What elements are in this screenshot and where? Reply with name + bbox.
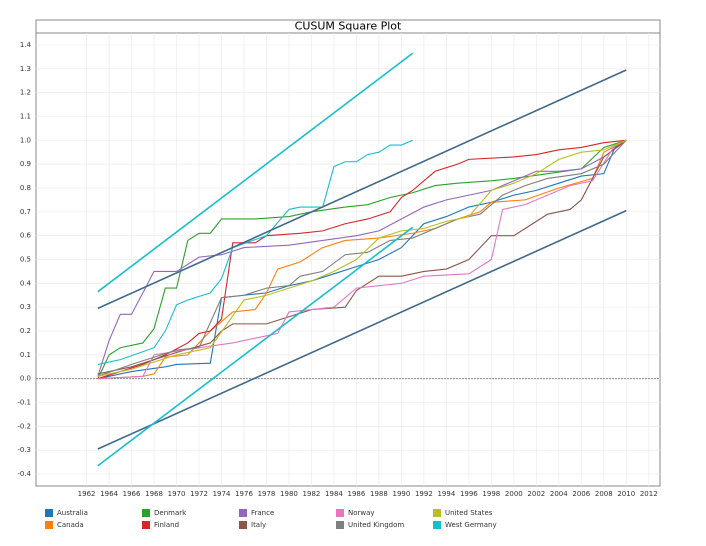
series-line [97, 139, 627, 377]
legend-item: Norway [336, 509, 375, 517]
legend-swatch [239, 521, 247, 529]
bound-line [97, 226, 414, 467]
y-tick-label: -0.1 [17, 399, 31, 407]
y-tick-label: 0.9 [20, 160, 31, 168]
y-tick-label: -0.2 [17, 422, 31, 430]
y-tick-label: 1.2 [20, 89, 31, 97]
x-tick-label: 1980 [280, 490, 298, 498]
legend-label: West Germany [445, 521, 497, 529]
bound-line [97, 69, 627, 310]
y-tick-label: 0.3 [20, 303, 31, 311]
legend-swatch [45, 521, 53, 529]
legend-item: France [239, 509, 274, 517]
plot-frame [35, 19, 661, 487]
x-tick-label: 2010 [617, 490, 635, 498]
legend-label: Italy [251, 521, 266, 529]
y-tick-label: 0.8 [20, 184, 31, 192]
y-tick-label: 0.2 [20, 327, 31, 335]
x-tick-label: 1986 [348, 490, 366, 498]
series-line [97, 139, 627, 380]
legend-swatch [336, 509, 344, 517]
legend-label: Australia [57, 509, 88, 517]
x-tick-label: 1970 [168, 490, 186, 498]
x-tick-label: 2006 [572, 490, 590, 498]
legend-label: Norway [348, 509, 375, 517]
legend-label: Denmark [154, 509, 187, 517]
legend-item: Finland [142, 521, 179, 529]
x-tick-label: 1988 [370, 490, 388, 498]
y-tick-label: 1.3 [20, 65, 31, 73]
series-line [97, 139, 413, 365]
x-tick-label: 1976 [235, 490, 253, 498]
legend-swatch [433, 521, 441, 529]
x-tick-label: 1966 [123, 490, 141, 498]
legend-item: Canada [45, 521, 84, 529]
y-tick-label: -0.4 [17, 470, 31, 478]
x-tick-label: 1996 [460, 490, 478, 498]
y-tick-label: 0.7 [20, 208, 31, 216]
legend-item: Australia [45, 509, 88, 517]
title-box [35, 19, 661, 34]
y-tick-label: 1.1 [20, 112, 31, 120]
x-tick-label: 1962 [78, 490, 96, 498]
y-tick-label: 0.6 [20, 232, 32, 240]
y-tick-label: -0.3 [17, 446, 31, 454]
x-tick-label: 2008 [595, 490, 613, 498]
legend-item: West Germany [433, 521, 497, 529]
series-line [97, 139, 627, 379]
x-tick-label: 2012 [640, 490, 658, 498]
y-tick-label: 0.5 [20, 256, 31, 264]
chart-title: CUSUM Square Plot [295, 20, 402, 33]
x-tick-label: 1982 [303, 490, 321, 498]
legend-swatch [336, 521, 344, 529]
x-tick-label: 2000 [505, 490, 523, 498]
bound-line [97, 209, 627, 450]
x-tick-label: 1968 [145, 490, 163, 498]
series-line [97, 139, 627, 380]
x-tick-label: 1984 [325, 490, 343, 498]
x-tick-label: 1994 [437, 490, 455, 498]
legend-item: United States [433, 509, 493, 517]
legend-swatch [142, 509, 150, 517]
legend-label: Finland [154, 521, 179, 529]
series-line [97, 139, 627, 377]
x-tick-label: 2004 [550, 490, 568, 498]
legend-label: United Kingdom [348, 521, 404, 529]
legend-swatch [45, 509, 53, 517]
x-tick-label: 1972 [190, 490, 208, 498]
x-tick-label: 1990 [392, 490, 410, 498]
bound-line [97, 52, 414, 293]
series-line [97, 139, 627, 380]
x-tick-label: 1978 [258, 490, 276, 498]
x-tick-label: 1998 [482, 490, 500, 498]
y-tick-label: 0.0 [20, 375, 31, 383]
legend-label: France [251, 509, 274, 517]
x-tick-label: 1992 [415, 490, 433, 498]
legend-item: Denmark [142, 509, 187, 517]
x-tick-label: 2002 [527, 490, 545, 498]
y-tick-label: 0.1 [20, 351, 31, 359]
legend-label: United States [445, 509, 493, 517]
x-tick-label: 1974 [213, 490, 231, 498]
x-tick-label: 1964 [100, 490, 118, 498]
legend-swatch [239, 509, 247, 517]
legend-label: Canada [57, 521, 84, 529]
series-line [97, 139, 627, 380]
legend-item: Italy [239, 521, 266, 529]
y-tick-label: 1.0 [20, 136, 31, 144]
legend-swatch [142, 521, 150, 529]
legend-swatch [433, 509, 441, 517]
y-tick-label: 0.4 [20, 279, 32, 287]
y-tick-label: 1.4 [20, 41, 32, 49]
legend-item: United Kingdom [336, 521, 404, 529]
